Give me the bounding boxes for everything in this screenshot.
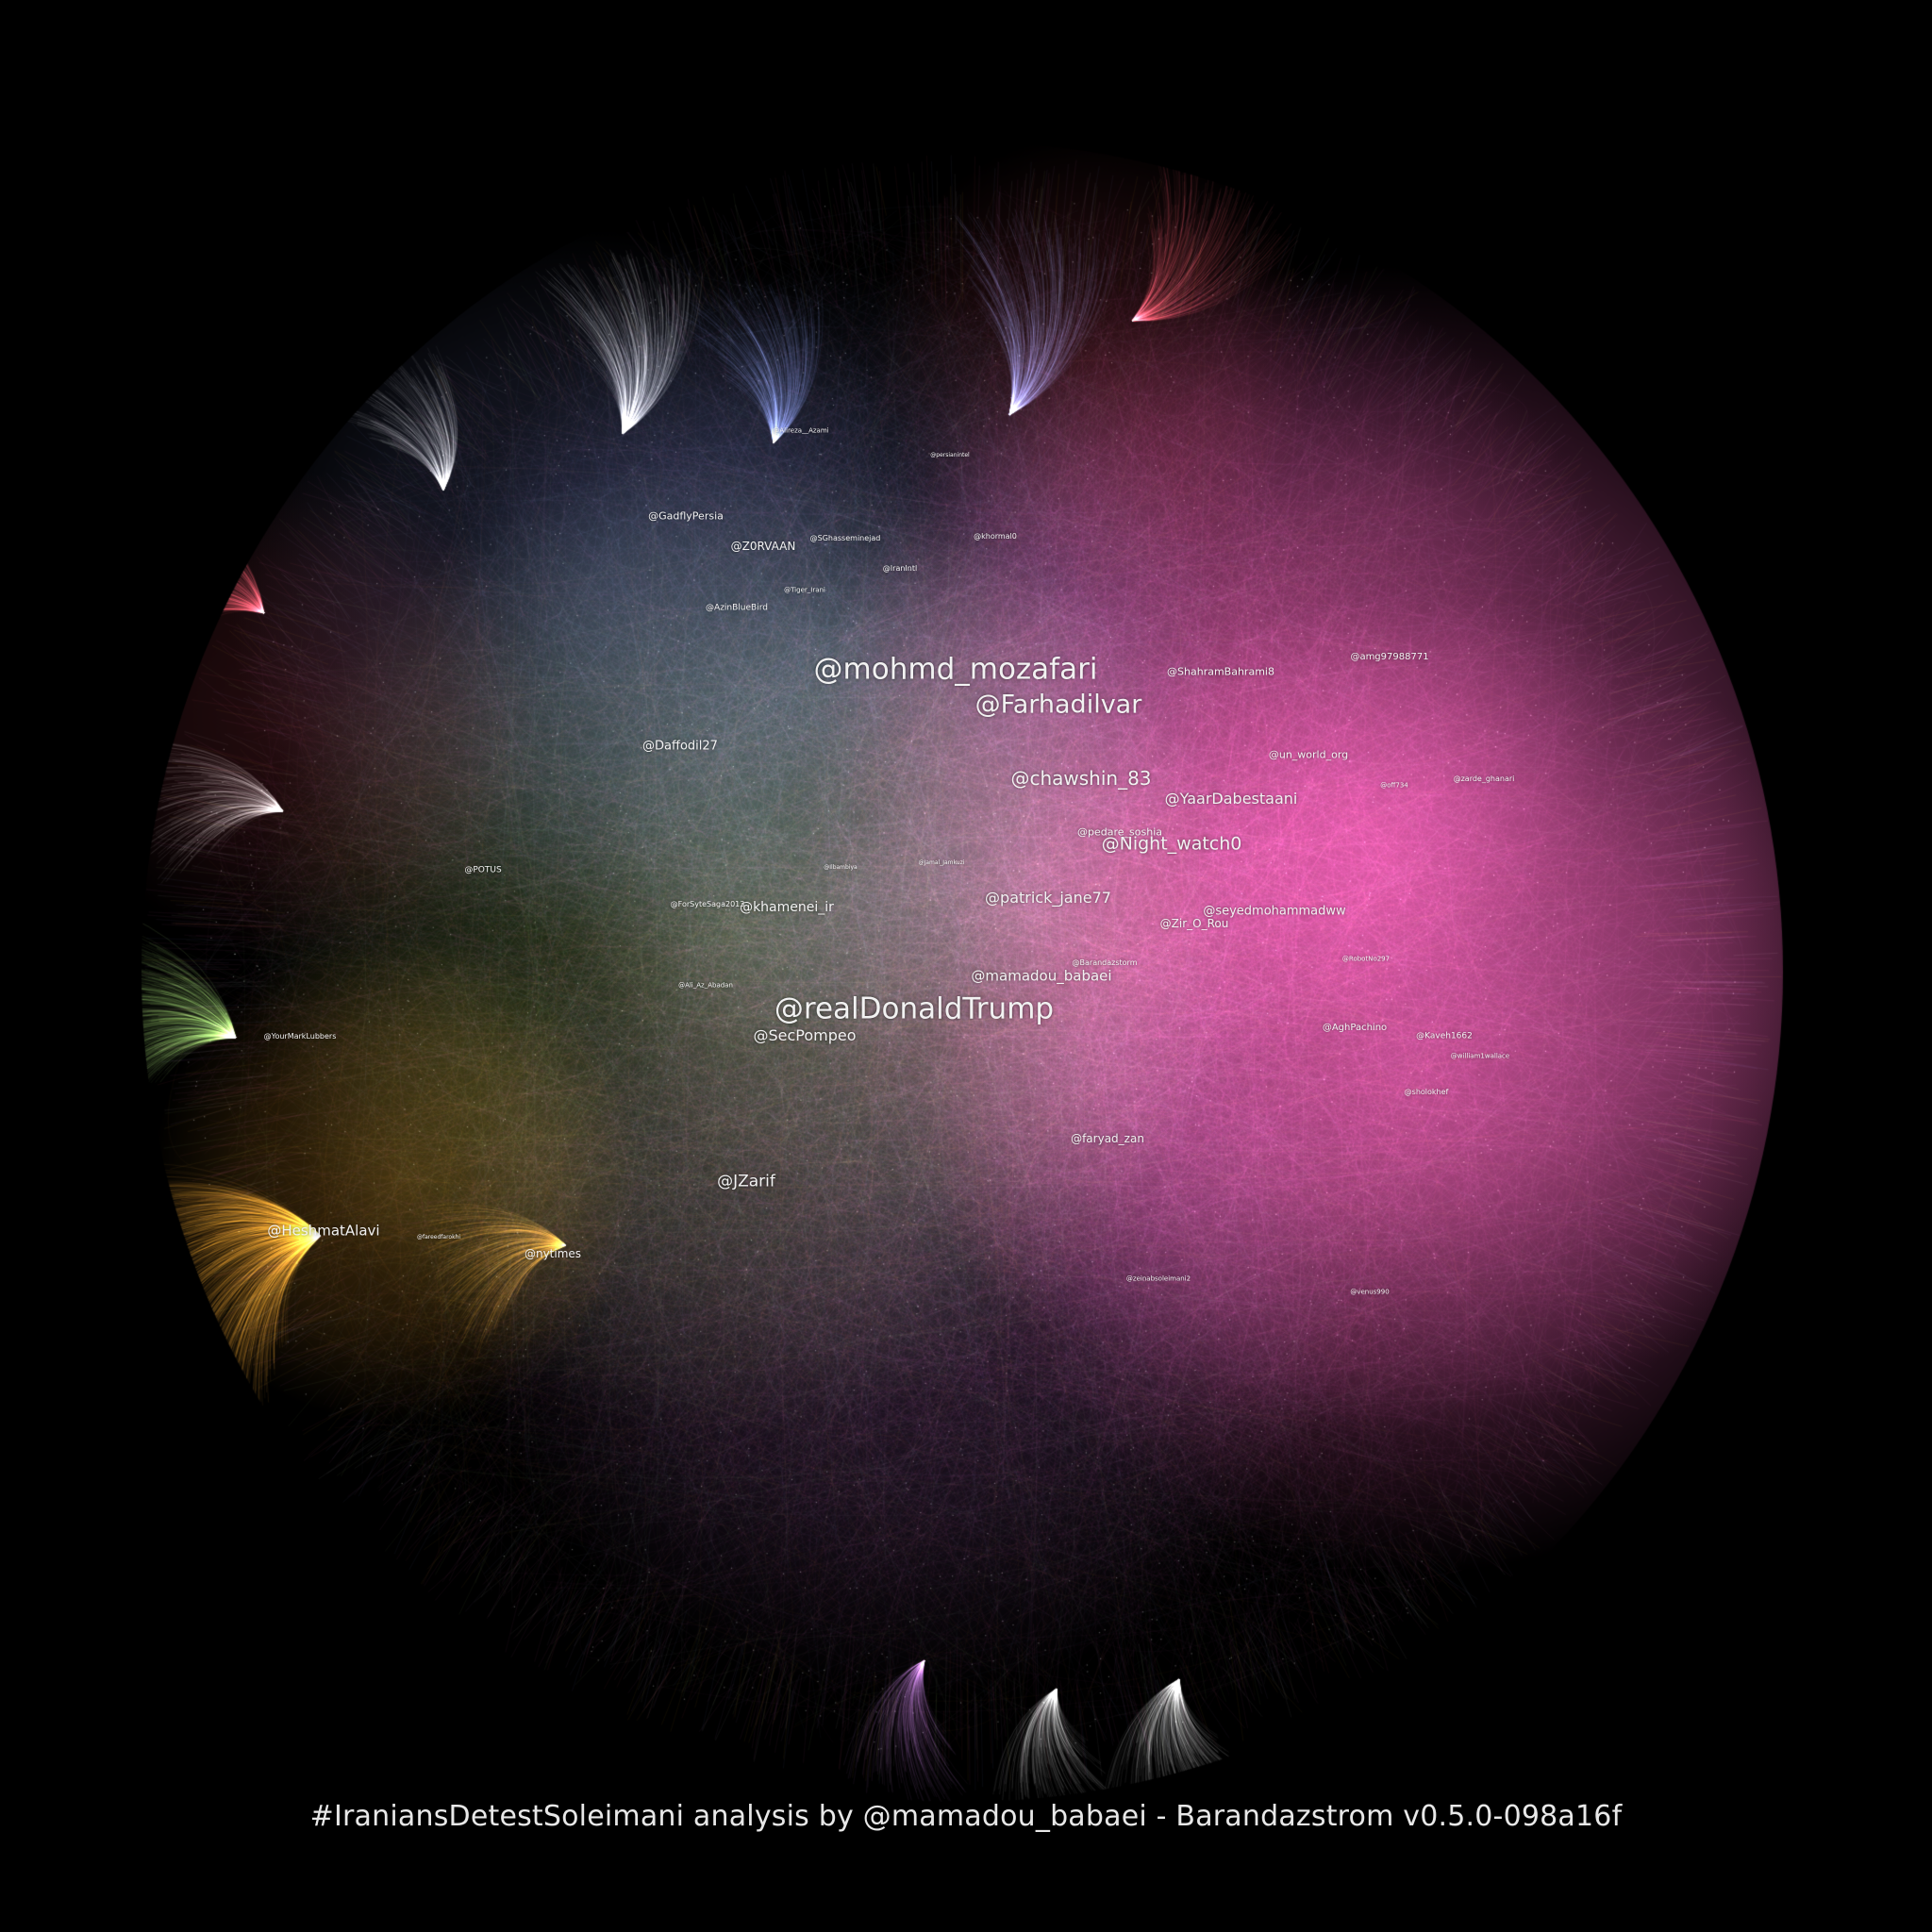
node-label-off734: @off734 bbox=[1380, 781, 1408, 790]
node-label-daffodil27: @Daffodil27 bbox=[642, 739, 718, 754]
node-label-heshmatalavi: @HeshmatAlavi bbox=[267, 1222, 380, 1240]
node-label-farhadilvar: @Farhadilvar bbox=[974, 690, 1142, 720]
node-label-kaveh1662: @Kaveh1662 bbox=[1416, 1031, 1473, 1041]
node-label-fareedfarokhi: @fareedfarokhi bbox=[416, 1234, 461, 1241]
node-label-zarde-ghanari: @zarde_ghanari bbox=[1453, 774, 1515, 783]
node-label-sholokhef: @sholokhef bbox=[1404, 1088, 1449, 1096]
node-label-zir-o-rou: @Zir_O_Rou bbox=[1159, 917, 1229, 930]
node-label-tiger-irani: @Tiger_Irani bbox=[784, 586, 825, 594]
node-label-yaardabestaani: @YaarDabestaani bbox=[1164, 790, 1298, 808]
node-label-forsytesaga2013: @ForSyteSaga2013 bbox=[670, 900, 745, 908]
node-label-iranintl: @IranIntl bbox=[882, 564, 918, 573]
node-label-shahrambahrami8: @ShahramBahrami8 bbox=[1167, 665, 1274, 678]
node-label-alireza-azami: @Alireza__Azami bbox=[773, 426, 829, 435]
node-label-pedare-soshia: @pedare_soshia bbox=[1077, 825, 1162, 839]
node-label-sghasseminejad: @SGhasseminejad bbox=[809, 534, 881, 542]
node-label-potus: @POTUS bbox=[464, 865, 502, 875]
graph-caption: #IraniansDetestSoleimani analysis by @ma… bbox=[309, 1800, 1623, 1833]
node-label-faryad-zan: @faryad_zan bbox=[1071, 1132, 1144, 1145]
node-label-yourmarklubbers: @YourMarkLubbers bbox=[263, 1032, 337, 1041]
node-label-persianintel: @persianintel bbox=[930, 452, 970, 458]
node-label-mamadou-babaei: @mamadou_babaei bbox=[971, 967, 1112, 985]
node-label-aghpachino: @AghPachino bbox=[1322, 1023, 1388, 1033]
node-label-amg97988771: @amg97988771 bbox=[1350, 652, 1429, 662]
node-label-barandazstorm: @Barandazstorm bbox=[1072, 958, 1138, 967]
node-label-mohmd-mozafari: @mohmd_mozafari bbox=[813, 652, 1098, 687]
node-label-venus990: @venus990 bbox=[1350, 1288, 1390, 1296]
node-label-azinbluebird: @AzinBlueBird bbox=[706, 603, 768, 613]
node-label-khormal0: @khormal0 bbox=[974, 532, 1017, 541]
node-label-ilbambiya: @Ilbambiya bbox=[824, 864, 858, 871]
node-label-jamal-jamkuzi: @Jamal_Jamkuzi bbox=[918, 859, 965, 866]
node-label-z0rvaan: @Z0RVAAN bbox=[730, 540, 796, 553]
node-label-gadflypersia: @GadflyPersia bbox=[648, 509, 724, 523]
node-label-jzarif: @JZarif bbox=[717, 1172, 775, 1191]
node-label-william1wallace: @william1wallace bbox=[1450, 1052, 1510, 1060]
node-label-ali-az-abadan: @Ali_Az_Abadan bbox=[678, 981, 733, 990]
node-label-un-world-org: @un_world_org bbox=[1268, 748, 1349, 761]
node-label-robotno297: @RobotNo297 bbox=[1341, 955, 1391, 963]
node-label-khamenei-ir: @khamenei_ir bbox=[740, 900, 834, 915]
node-label-secpompeo: @SecPompeo bbox=[753, 1026, 857, 1044]
node-label-chawshin-83: @chawshin_83 bbox=[1010, 767, 1152, 790]
node-label-nytimes: @nytimes bbox=[524, 1247, 582, 1260]
node-label-night-watch0: @Night_watch0 bbox=[1101, 833, 1242, 855]
node-label-seyedmohammadww: @seyedmohammadww bbox=[1203, 904, 1346, 919]
node-label-zeinabsoleimani2: @zeinabsoleimani2 bbox=[1125, 1274, 1191, 1283]
node-label-realdonaldtrump: @realDonaldTrump bbox=[774, 991, 1055, 1026]
node-label-patrick-jane77: @patrick_jane77 bbox=[985, 889, 1111, 907]
